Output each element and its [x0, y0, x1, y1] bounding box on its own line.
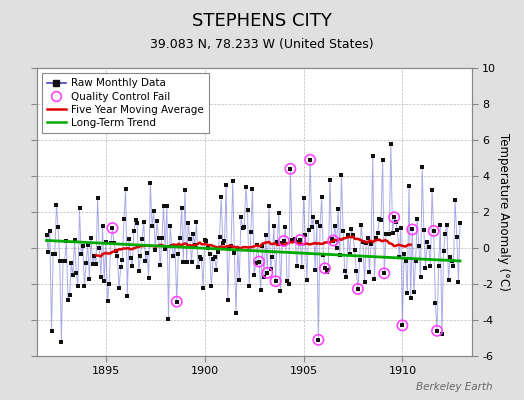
Legend: Raw Monthly Data, Quality Control Fail, Five Year Moving Average, Long-Term Tren: Raw Monthly Data, Quality Control Fail, … — [42, 73, 209, 133]
Y-axis label: Temperature Anomaly (°C): Temperature Anomaly (°C) — [497, 133, 510, 291]
Point — [321, 265, 329, 272]
Text: STEPHENS CITY: STEPHENS CITY — [192, 12, 332, 30]
Point — [306, 156, 314, 163]
Point — [390, 214, 398, 220]
Point — [329, 237, 337, 244]
Point — [172, 298, 181, 305]
Point — [380, 270, 388, 276]
Text: Berkeley Earth: Berkeley Earth — [416, 382, 493, 392]
Point — [433, 328, 441, 334]
Point — [280, 238, 288, 244]
Point — [354, 286, 362, 292]
Point — [255, 258, 263, 265]
Point — [296, 237, 304, 243]
Point — [430, 228, 438, 234]
Point — [263, 270, 271, 276]
Text: 39.083 N, 78.233 W (United States): 39.083 N, 78.233 W (United States) — [150, 38, 374, 51]
Point — [408, 226, 417, 233]
Point — [314, 336, 323, 343]
Point — [286, 166, 294, 172]
Point — [271, 278, 280, 284]
Point — [108, 225, 117, 231]
Point — [398, 322, 407, 329]
